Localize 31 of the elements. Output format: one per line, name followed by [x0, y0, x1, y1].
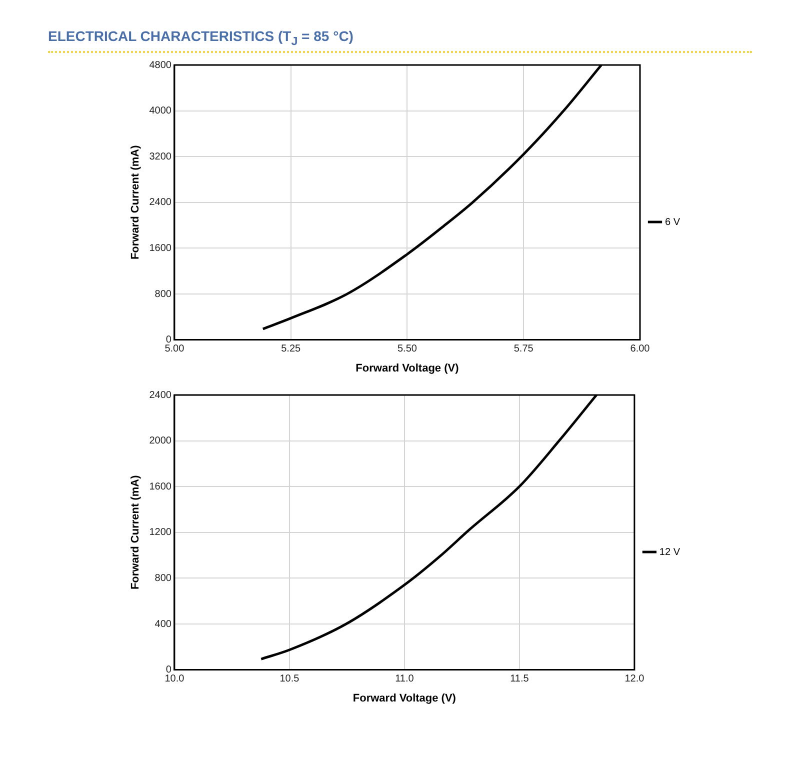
legend-label: 6 V	[664, 216, 680, 228]
y-tick-label: 4000	[149, 105, 172, 116]
x-tick-label: 5.75	[514, 343, 534, 354]
chart-title: ELECTRICAL CHARACTERISTICS (T$_{J}$ = 85 °C)	[48, 28, 752, 53]
legend-label: 12 V	[659, 546, 680, 558]
x-tick-label: 12.0	[624, 673, 645, 684]
y-tick-label: 2400	[149, 196, 172, 208]
x-tick-label: 5.25	[281, 343, 301, 354]
y-tick-label: 3200	[149, 151, 172, 162]
y-tick-label: 1600	[149, 242, 172, 254]
y-tick-label: 800	[154, 288, 172, 300]
x-tick-label: 5.00	[164, 343, 185, 354]
y-axis-title: Forward Current (mA)	[130, 144, 142, 260]
x-tick-label: 10.5	[280, 673, 300, 684]
x-tick-label: 10.0	[164, 673, 185, 684]
y-tick-label: 2400	[149, 390, 172, 401]
y-tick-label: 1200	[149, 526, 172, 538]
y-tick-label: 800	[154, 572, 172, 584]
x-tick-label: 5.50	[397, 343, 418, 354]
y-axis-title: Forward Current (mA)	[130, 474, 142, 590]
y-tick-label: 4800	[149, 60, 172, 71]
x-axis-title: Forward Voltage (V)	[352, 692, 456, 704]
y-tick-label: 0	[166, 334, 172, 346]
x-axis-title: Forward Voltage (V)	[356, 362, 460, 374]
y-tick-label: 1600	[149, 481, 172, 492]
y-tick-label: 0	[166, 664, 172, 676]
y-tick-label: 400	[154, 618, 172, 630]
x-tick-label: 11.5	[510, 673, 530, 684]
x-tick-label: 11.0	[395, 673, 414, 684]
y-tick-label: 2000	[149, 435, 172, 446]
x-tick-label: 6.00	[630, 343, 650, 354]
